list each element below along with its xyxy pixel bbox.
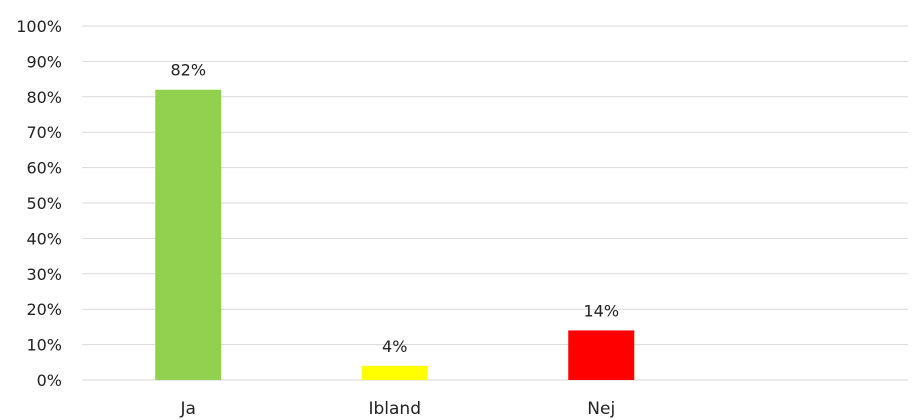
y-tick-label: 30%: [26, 265, 62, 284]
data-label-nej: 14%: [583, 301, 619, 320]
data-label-ja: 82%: [170, 61, 206, 80]
y-tick-label: 90%: [26, 52, 62, 71]
bars: [155, 89, 635, 380]
y-axis: 0% 10% 20% 30% 40% 50% 60% 70% 80% 90% 100%: [16, 17, 62, 390]
y-tick-label: 70%: [26, 123, 62, 142]
x-axis: Ja Ibland Nej: [180, 399, 616, 419]
y-tick-label: 80%: [26, 88, 62, 107]
data-label-ibland: 4%: [382, 337, 407, 356]
x-tick-label-ibland: Ibland: [368, 399, 421, 419]
y-tick-label: 10%: [26, 336, 62, 355]
y-tick-label: 50%: [26, 194, 62, 213]
y-tick-label: 40%: [26, 229, 62, 248]
bar-ja: [155, 89, 222, 380]
y-tick-label: 100%: [16, 17, 62, 36]
bar-ibland: [361, 365, 428, 380]
x-tick-label-nej: Nej: [587, 399, 615, 419]
data-labels: 82% 4% 14%: [170, 61, 619, 356]
y-tick-label: 0%: [37, 371, 62, 390]
y-tick-label: 20%: [26, 300, 62, 319]
x-tick-label-ja: Ja: [180, 399, 196, 419]
y-tick-label: 60%: [26, 159, 62, 178]
bar-nej: [568, 330, 635, 380]
